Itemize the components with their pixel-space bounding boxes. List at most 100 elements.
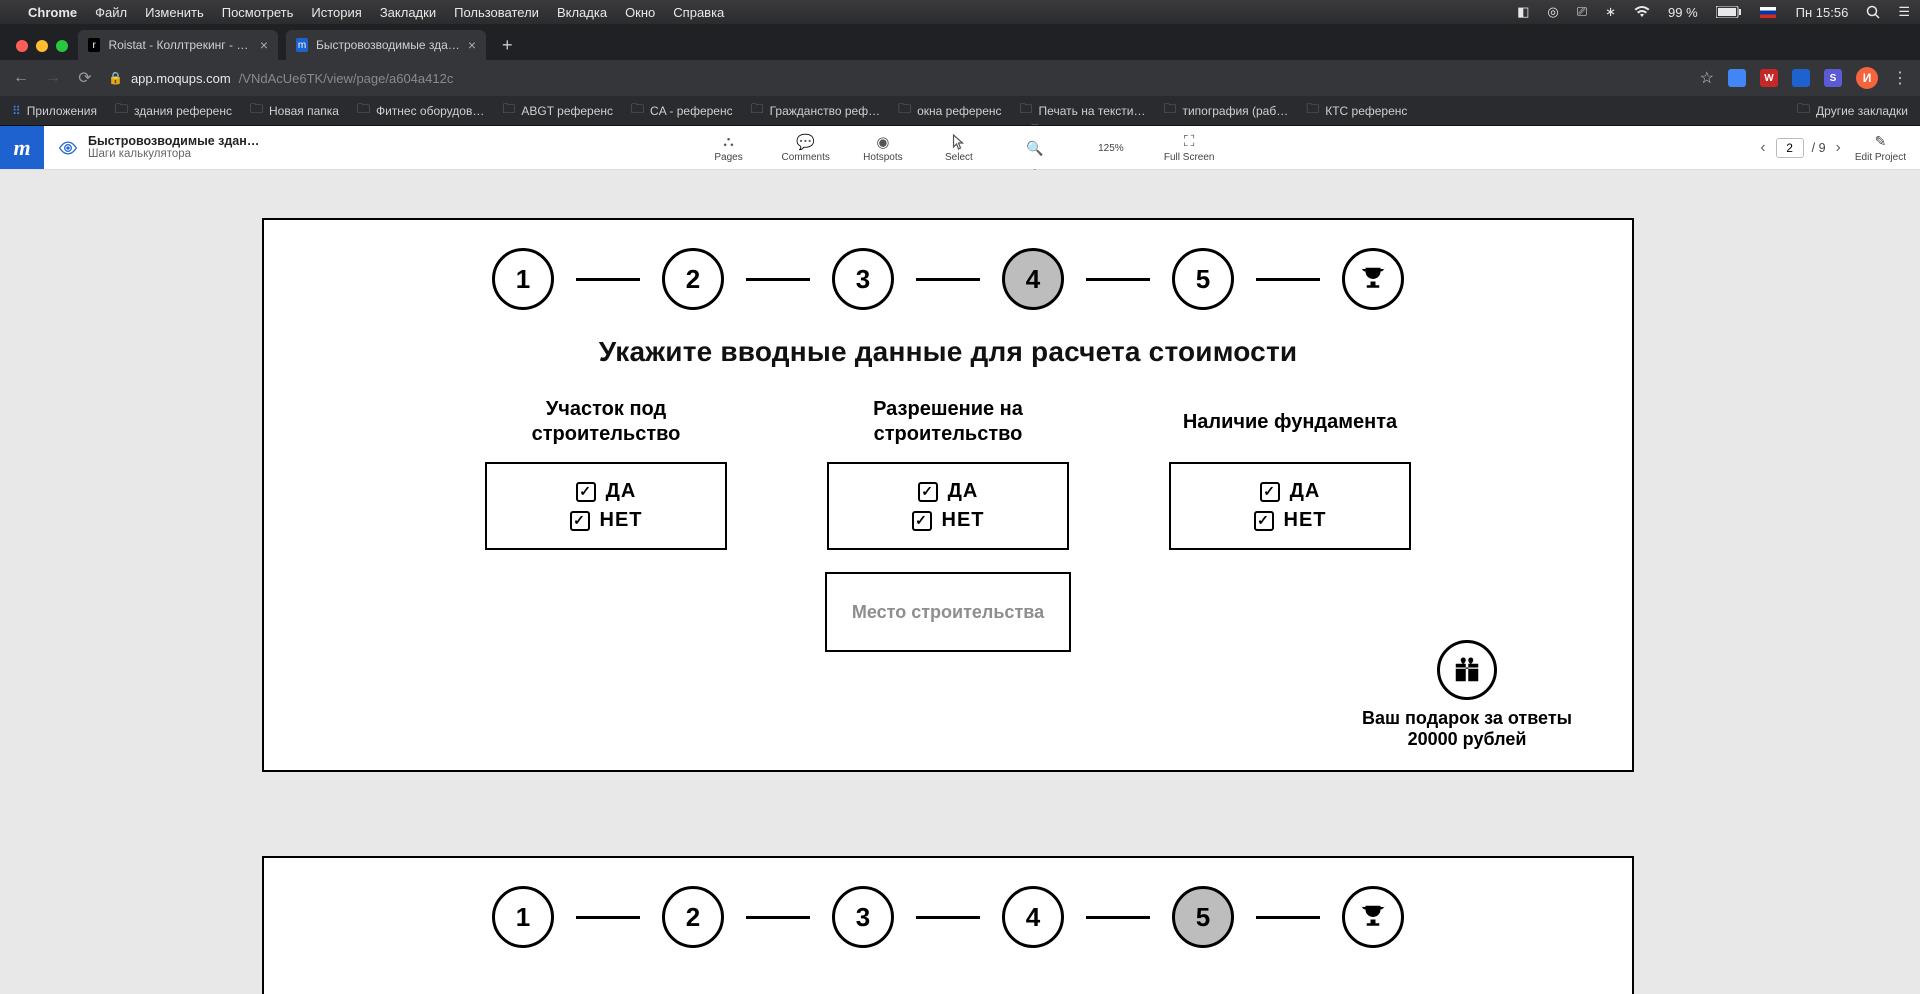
bookmark-folder[interactable]: 🗀здания референс xyxy=(115,100,232,122)
clock[interactable]: Пн 15:56 xyxy=(1796,5,1849,20)
step-circle: 1 xyxy=(492,886,554,948)
forward-button[interactable]: → xyxy=(44,69,62,87)
checkbox-icon: ✓ xyxy=(1254,511,1274,531)
spotlight-icon[interactable] xyxy=(1866,5,1880,19)
status-icon[interactable]: ◧ xyxy=(1517,4,1529,20)
next-page-button[interactable]: › xyxy=(1834,139,1843,157)
fullscreen-icon: ⛶ xyxy=(1184,134,1195,150)
zoom-out-icon[interactable]: − xyxy=(1031,116,1039,132)
mac-menu-item[interactable]: Файл xyxy=(95,5,127,20)
step-connector xyxy=(916,278,980,281)
mac-menu-item[interactable]: Посмотреть xyxy=(222,5,294,20)
new-tab-button[interactable]: + xyxy=(494,35,521,60)
maximize-window-button[interactable] xyxy=(56,40,68,52)
fullscreen-tool[interactable]: ⛶Full Screen xyxy=(1164,134,1215,163)
bookmark-folder[interactable]: 🗀типография (раб… xyxy=(1163,100,1288,122)
bookmark-folder[interactable]: 🗀окна референс xyxy=(898,100,1001,122)
reload-button[interactable]: ⟳ xyxy=(76,68,94,88)
option-box: ✓ДА ✓НЕТ xyxy=(827,462,1069,550)
checkbox-option[interactable]: ✓ДА xyxy=(918,480,979,503)
moqups-logo-icon[interactable]: m xyxy=(0,126,44,169)
close-tab-icon[interactable]: × xyxy=(468,37,476,53)
mac-menu-item[interactable]: Пользователи xyxy=(454,5,539,20)
address-bar[interactable]: 🔒 app.moqups.com/VNdAcUe6TK/view/page/a6… xyxy=(108,71,453,86)
step-circle: 3 xyxy=(832,886,894,948)
browser-tab-active[interactable]: m Быстровозводимые здания (П × xyxy=(286,30,486,60)
pencil-icon: ✎ xyxy=(1875,133,1887,150)
step-circle: 2 xyxy=(662,886,724,948)
mac-menu-item[interactable]: История xyxy=(311,5,361,20)
close-tab-icon[interactable]: × xyxy=(260,37,268,53)
favicon-icon: m xyxy=(296,38,308,52)
step-connector xyxy=(746,278,810,281)
select-tool[interactable]: Select xyxy=(936,134,982,163)
column-label: Участок под строительство xyxy=(485,396,727,448)
hotspot-icon: ◉ xyxy=(876,134,889,150)
checkbox-option[interactable]: ✓НЕТ xyxy=(570,509,643,532)
pages-tool[interactable]: ⛬Pages xyxy=(706,134,752,163)
status-icon[interactable]: ◎ xyxy=(1547,4,1558,20)
control-center-icon[interactable]: ☰ xyxy=(1898,4,1910,20)
extension-icon[interactable] xyxy=(1728,69,1746,87)
bookmark-folder[interactable]: 🗀Новая папка xyxy=(250,100,339,122)
checkbox-option[interactable]: ✓НЕТ xyxy=(912,509,985,532)
comments-tool[interactable]: 💬Comments xyxy=(782,134,830,163)
step-connector xyxy=(576,916,640,919)
option-box: ✓ДА ✓НЕТ xyxy=(485,462,727,550)
mac-menu-item[interactable]: Изменить xyxy=(145,5,204,20)
step-circle: 2 xyxy=(662,248,724,310)
airplay-icon[interactable]: ⎚ xyxy=(1577,4,1587,20)
gift-promo: Ваш подарок за ответы 20000 рублей xyxy=(1362,640,1572,750)
tab-title: Roistat - Коллтрекинг - Истор xyxy=(108,38,251,52)
prev-page-button[interactable]: ‹ xyxy=(1758,139,1767,157)
toolbar: ← → ⟳ 🔒 app.moqups.com/VNdAcUe6TK/view/p… xyxy=(0,60,1920,96)
bookmark-folder[interactable]: 🗀Фитнес оборудов… xyxy=(357,100,484,122)
back-button[interactable]: ← xyxy=(12,69,30,87)
sitemap-icon: ⛬ xyxy=(723,134,734,150)
bookmark-folder[interactable]: 🗀Гражданство реф… xyxy=(751,100,880,122)
gift-text-2: 20000 рублей xyxy=(1362,729,1572,750)
close-window-button[interactable] xyxy=(16,40,28,52)
other-bookmarks[interactable]: 🗀Другие закладки xyxy=(1797,100,1908,122)
step-circle: 5 xyxy=(1172,248,1234,310)
checkbox-option[interactable]: ✓ДА xyxy=(576,480,637,503)
page-title: Шаги калькулятора xyxy=(88,148,259,161)
hotspots-tool[interactable]: ◉Hotspots xyxy=(860,134,906,163)
apps-shortcut[interactable]: ⠿Приложения xyxy=(12,104,97,118)
location-input[interactable]: Место строительства xyxy=(825,572,1071,652)
checkbox-option[interactable]: ✓НЕТ xyxy=(1254,509,1327,532)
bookmark-folder[interactable]: 🗀КТС референс xyxy=(1306,100,1407,122)
canvas[interactable]: 1 2 3 4 5 Укажите вводные данные для рас… xyxy=(0,170,1920,994)
step-connector xyxy=(1086,278,1150,281)
extension-icon[interactable]: S xyxy=(1824,69,1842,87)
extension-icon[interactable] xyxy=(1792,69,1810,87)
browser-tab[interactable]: r Roistat - Коллтрекинг - Истор × xyxy=(78,30,278,60)
chrome-menu-icon[interactable]: ⋮ xyxy=(1892,68,1908,88)
mac-menu-item[interactable]: Справка xyxy=(673,5,724,20)
checkbox-option[interactable]: ✓ДА xyxy=(1260,480,1321,503)
step-connector xyxy=(1256,278,1320,281)
star-icon[interactable]: ☆ xyxy=(1700,68,1714,88)
checkbox-icon: ✓ xyxy=(576,482,596,502)
option-column: Разрешение на строительство ✓ДА ✓НЕТ xyxy=(827,396,1069,550)
battery-text: 99 % xyxy=(1668,5,1698,20)
mac-menu-item[interactable]: Окно xyxy=(625,5,655,20)
page-number-input[interactable] xyxy=(1776,138,1804,158)
wifi-icon[interactable] xyxy=(1634,6,1650,18)
bluetooth-icon[interactable]: ∗ xyxy=(1605,4,1616,20)
edit-project-button[interactable]: ✎ Edit Project xyxy=(1855,133,1906,163)
zoom-level[interactable]: 125% xyxy=(1088,143,1134,154)
mac-app-name[interactable]: Chrome xyxy=(28,5,77,20)
question-title: Укажите вводные данные для расчета стоим… xyxy=(264,336,1632,368)
minimize-window-button[interactable] xyxy=(36,40,48,52)
extension-icon[interactable]: W xyxy=(1760,69,1778,87)
input-flag-icon[interactable] xyxy=(1760,7,1778,18)
mac-menu-item[interactable]: Закладки xyxy=(380,5,436,20)
option-box: ✓ДА ✓НЕТ xyxy=(1169,462,1411,550)
page-navigator: ‹ / 9 › xyxy=(1758,138,1843,158)
bookmark-folder[interactable]: 🗀CA - референс xyxy=(631,100,733,122)
mac-menu-item[interactable]: Вкладка xyxy=(557,5,607,20)
profile-avatar[interactable]: И xyxy=(1856,67,1878,89)
project-title: Быстровозводимые здан… xyxy=(88,134,259,148)
bookmark-folder[interactable]: 🗀ABGT референс xyxy=(502,100,613,122)
